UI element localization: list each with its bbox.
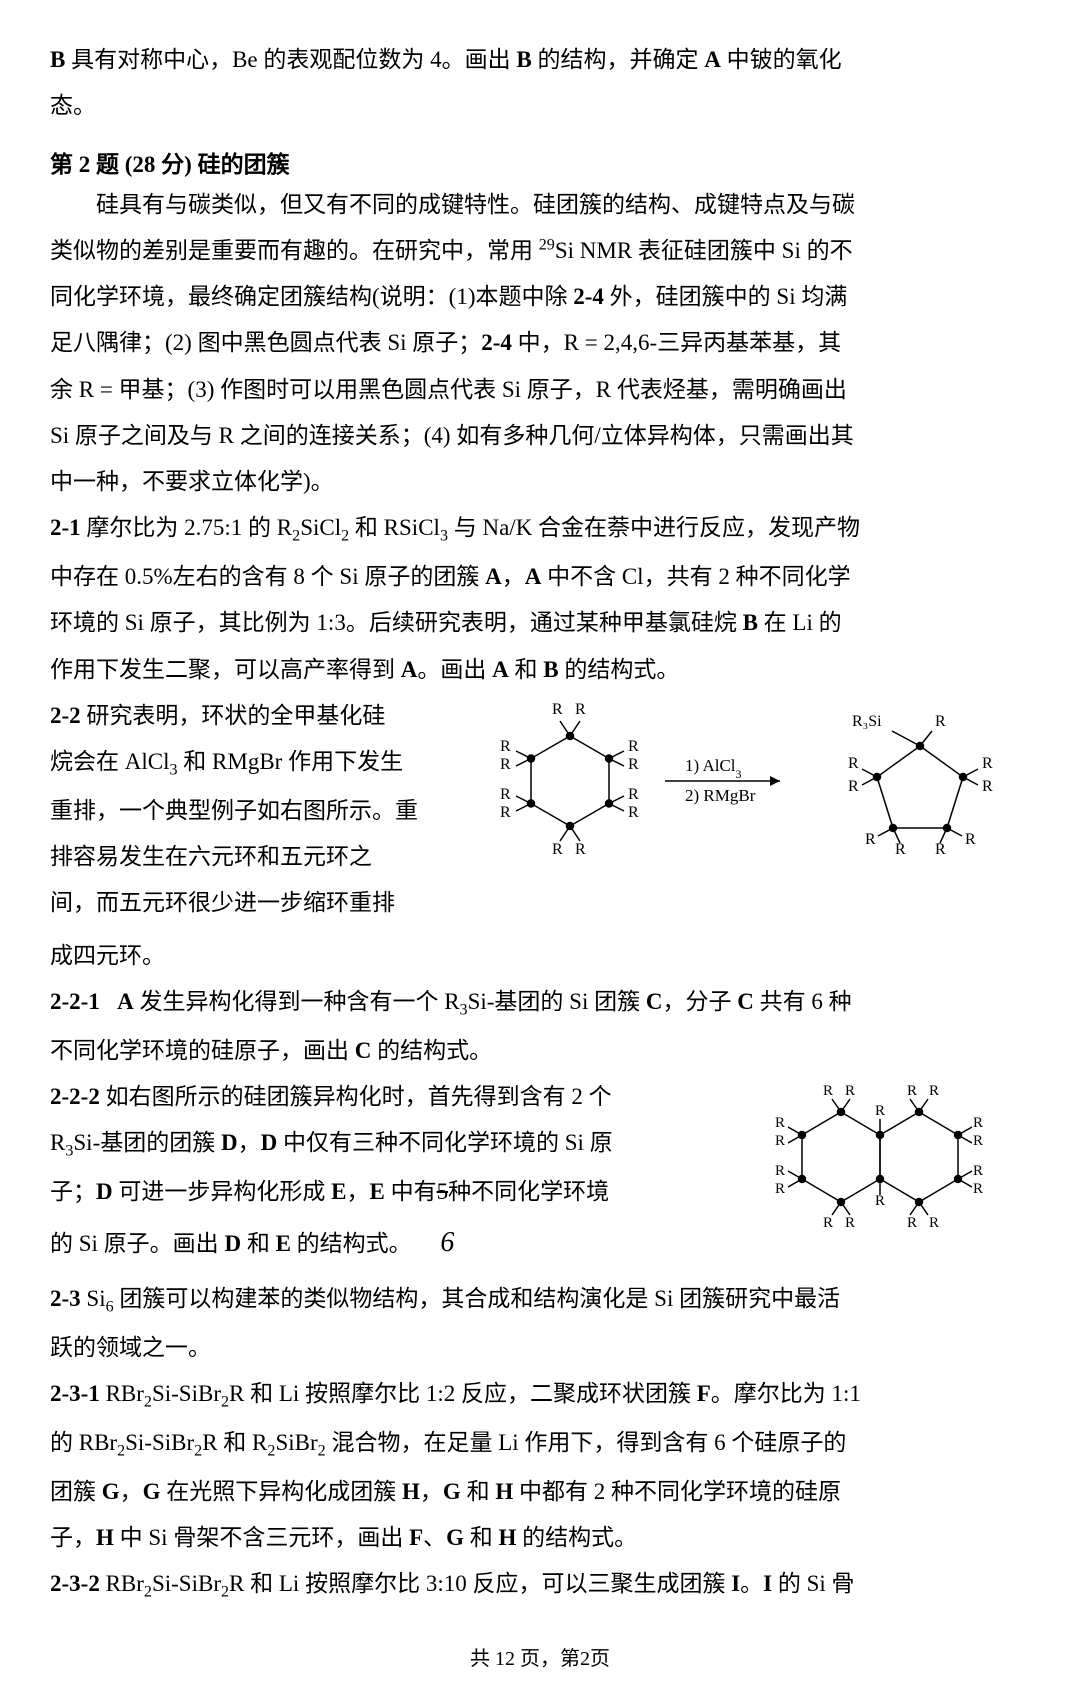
compound-label-b: B (50, 47, 65, 72)
q21-l2: 中存在 0.5%左右的含有 8 个 Si 原子的团簇 A，A 中不含 Cl，共有… (50, 557, 1030, 597)
q232-l1: 2-3-2 RBr2Si-SiBr2R 和 Li 按照摩尔比 3:10 反应，可… (50, 1564, 1030, 1607)
q231-l1: 2-3-1 RBr2Si-SiBr2R 和 Li 按照摩尔比 1:2 反应，二聚… (50, 1374, 1030, 1417)
q222-row: 2-2-2 如右图所示的硅团簇异构化时，首先得到含有 2 个 R3Si-基团的团… (50, 1077, 1030, 1273)
svg-text:R: R (982, 778, 993, 795)
svg-text:R: R (935, 713, 946, 730)
svg-text:R: R (845, 1083, 855, 1099)
svg-text:R: R (628, 756, 639, 773)
q23-l2: 跃的领域之一。 (50, 1328, 1030, 1368)
svg-text:R: R (775, 1181, 785, 1197)
section-2-para1c: 同化学环境，最终确定团簇结构(说明：(1)本题中除 2-4 外，硅团簇中的 Si… (50, 277, 1030, 317)
q21-l4: 作用下发生二聚，可以高产率得到 A。画出 A 和 B 的结构式。 (50, 650, 1030, 690)
svg-text:R: R (973, 1115, 983, 1131)
svg-text:R: R (895, 841, 906, 858)
svg-text:R: R (628, 804, 639, 821)
section-2-para1e: 余 R = 甲基；(3) 作图时可以用黑色圆点代表 Si 原子，R 代表烃基，需… (50, 370, 1030, 410)
section-2-para1d: 足八隅律；(2) 图中黑色圆点代表 Si 原子；2-4 中，R = 2,4,6-… (50, 323, 1030, 363)
section-2-para1f: Si 原子之间及与 R 之间的连接关系；(4) 如有多种几何/立体异构体，只需画… (50, 416, 1030, 456)
bicyclic-svg: RR RR RR RR RR RR RR RR RR (730, 1077, 1030, 1237)
svg-text:R: R (500, 756, 511, 773)
handwritten-annotation: 6 (440, 1227, 454, 1258)
svg-text:R: R (552, 701, 563, 718)
svg-text:R: R (982, 755, 993, 772)
q21-l3: 环境的 Si 原子，其比例为 1:3。后续研究表明，通过某种甲基氯硅烷 B 在 … (50, 603, 1030, 643)
svg-text:R: R (965, 831, 976, 848)
q22-l1: 2-2 研究表明，环状的全甲基化硅 (50, 696, 455, 736)
q22-l6: 成四元环。 (50, 936, 1030, 976)
intro-fragment-2: 态。 (50, 86, 1030, 126)
intro-fragment: B 具有对称中心，Be 的表观配位数为 4。画出 B 的结构，并确定 A 中铍的… (50, 40, 1030, 80)
q22-l3: 重排，一个典型例子如右图所示。重 (50, 791, 455, 831)
q221-l1: 2-2-1 A 发生异构化得到一种含有一个 R3Si-基团的 Si 团簇 C，分… (50, 982, 1030, 1025)
q222-l2: R3Si-基团的团簇 D，D 中仅有三种不同化学环境的 Si 原 (50, 1123, 715, 1166)
svg-text:R: R (823, 1083, 833, 1099)
q21-l1: 2-1 摩尔比为 2.75:1 的 R2SiCl2 和 RSiCl3 与 Na/… (50, 508, 1030, 551)
svg-text:R: R (935, 841, 946, 858)
svg-text:R: R (775, 1163, 785, 1179)
svg-text:R: R (500, 738, 511, 755)
q231-l4: 子，H 中 Si 骨架不含三元环，画出 F、G 和 H 的结构式。 (50, 1518, 1030, 1558)
svg-text:R₃Si: R₃Si (852, 713, 882, 730)
svg-text:R: R (865, 831, 876, 848)
q22-l2: 烷会在 AlCl3 和 RMgBr 作用下发生 (50, 742, 455, 785)
svg-text:R: R (575, 841, 586, 858)
svg-text:R: R (848, 755, 859, 772)
q22-row: 2-2 研究表明，环状的全甲基化硅 烷会在 AlCl3 和 RMgBr 作用下发… (50, 696, 1030, 930)
q231-l2: 的 RBr2Si-SiBr2R 和 R2SiBr2 混合物，在足量 Li 作用下… (50, 1423, 1030, 1466)
q222-l1: 2-2-2 如右图所示的硅团簇异构化时，首先得到含有 2 个 (50, 1077, 715, 1117)
svg-text:R: R (875, 1193, 885, 1209)
svg-text:R: R (823, 1215, 833, 1231)
q222-l4: 的 Si 原子。画出 D 和 E 的结构式。 6 (50, 1218, 715, 1267)
svg-text:R: R (929, 1215, 939, 1231)
compound-label-a: A (704, 47, 721, 72)
q22-l5: 间，而五元环很少进一步缩环重排 (50, 883, 455, 923)
svg-text:R: R (875, 1103, 885, 1119)
svg-text:R: R (552, 841, 563, 858)
fused-ring-figure: RR RR RR RR RR RR RR RR RR (730, 1077, 1030, 1237)
svg-text:R: R (848, 778, 859, 795)
svg-text:R: R (907, 1083, 917, 1099)
svg-text:R: R (628, 738, 639, 755)
svg-text:1) AlCl3: 1) AlCl3 (685, 756, 742, 781)
svg-text:R: R (628, 786, 639, 803)
svg-text:R: R (775, 1115, 785, 1131)
q221-l2: 不同化学环境的硅原子，画出 C 的结构式。 (50, 1031, 1030, 1071)
svg-text:R: R (500, 804, 511, 821)
svg-text:2) RMgBr: 2) RMgBr (685, 786, 756, 805)
section-2-para1b: 类似物的差别是重要而有趣的。在研究中，常用 29Si NMR 表征硅团簇中 Si… (50, 231, 1030, 271)
svg-text:R: R (500, 786, 511, 803)
page-footer: 共 12 页，第2页 (50, 1642, 1030, 1671)
compound-label-b2: B (516, 47, 531, 72)
hexagon-to-pentagon-svg: RR RR RR RR RR RR 1) AlCl3 2) RMgBr (470, 696, 1030, 866)
svg-text:R: R (775, 1133, 785, 1149)
q22-l4: 排容易发生在六元环和五元环之 (50, 837, 455, 877)
svg-text:R: R (575, 701, 586, 718)
q231-l3: 团簇 G，G 在光照下异构化成团簇 H，G 和 H 中都有 2 种不同化学环境的… (50, 1472, 1030, 1512)
svg-text:R: R (973, 1181, 983, 1197)
svg-text:R: R (907, 1215, 917, 1231)
q222-l3: 子；D 可进一步异构化形成 E，E 中有5种不同化学环境 (50, 1172, 715, 1212)
section-2-para1g: 中一种，不要求立体化学)。 (50, 462, 1030, 502)
svg-text:R: R (973, 1133, 983, 1149)
svg-text:R: R (845, 1215, 855, 1231)
section-2-title: 第 2 题 (28 分) 硅的团簇 (50, 145, 1030, 179)
svg-text:R: R (973, 1163, 983, 1179)
reaction-figure: RR RR RR RR RR RR 1) AlCl3 2) RMgBr (470, 696, 1030, 866)
section-2-para1: 硅具有与碳类似，但又有不同的成键特性。硅团簇的结构、成键特点及与碳 (50, 185, 1030, 225)
q23-l1: 2-3 Si6 团簇可以构建苯的类似物结构，其合成和结构演化是 Si 团簇研究中… (50, 1279, 1030, 1322)
svg-text:R: R (929, 1083, 939, 1099)
